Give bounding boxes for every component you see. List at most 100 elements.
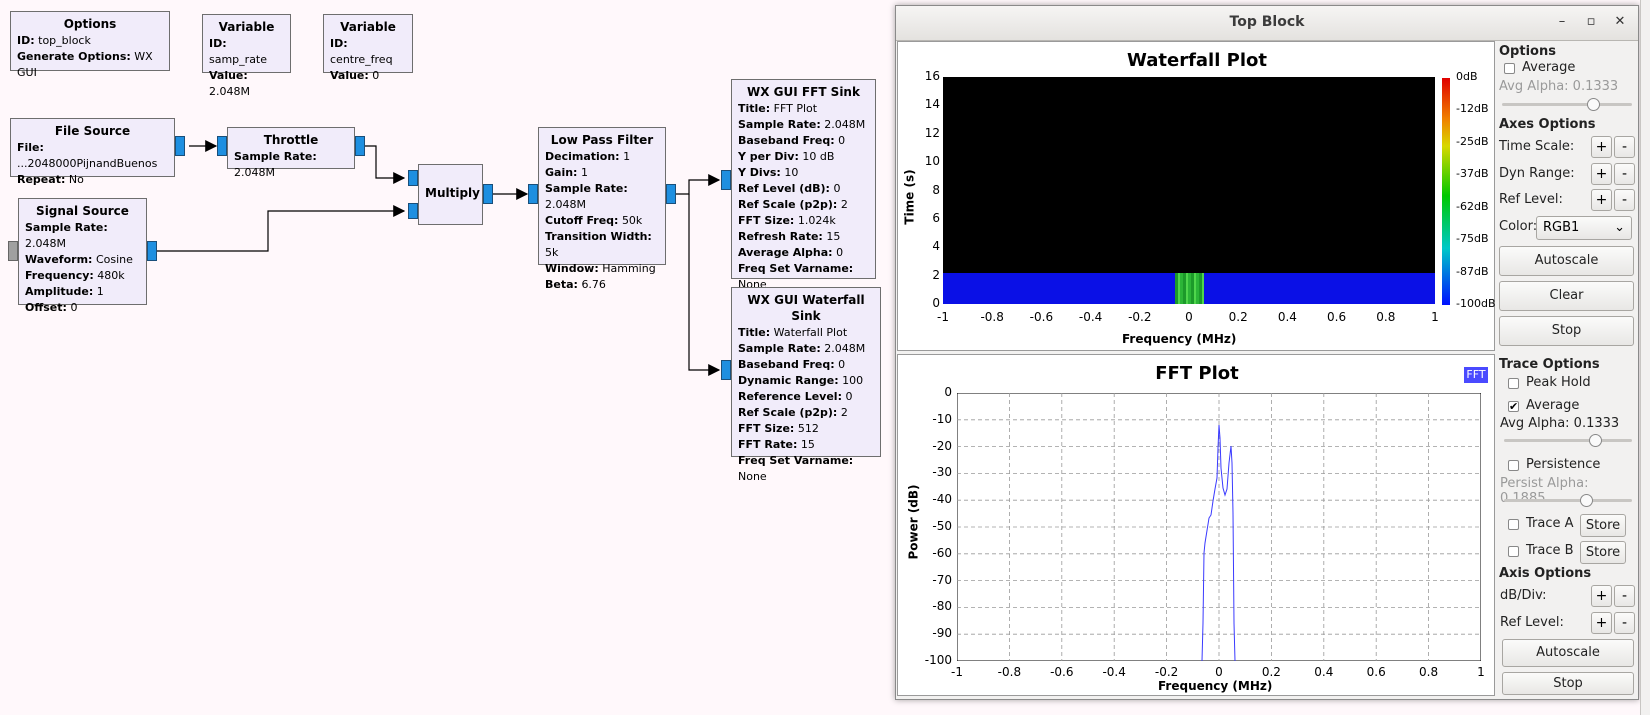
multiply-in1-port[interactable]: [408, 203, 418, 219]
lpf-out-port[interactable]: [666, 184, 676, 204]
trace-options-title: Trace Options: [1499, 357, 1600, 372]
variable-centre-freq-block[interactable]: Variable ID: centre_freq Value: 0: [323, 14, 413, 82]
multiply-in0-port[interactable]: [408, 170, 418, 186]
multiply-out-port[interactable]: [483, 184, 493, 204]
fft-avg-alpha-knob[interactable]: [1589, 434, 1602, 447]
param-label: FFT Rate:: [738, 438, 798, 451]
color-select[interactable]: RGB1 ⌄: [1536, 216, 1632, 240]
dyn-range-plus[interactable]: +: [1591, 163, 1612, 185]
param-label: Cutoff Freq:: [545, 214, 619, 227]
options-section-title: Options: [1499, 44, 1556, 59]
param-value: Cosine: [95, 253, 133, 266]
persist-alpha-slider[interactable]: [1504, 499, 1632, 502]
fft-ytick-label: -60: [932, 545, 952, 560]
trace-a-label: Trace A: [1526, 516, 1574, 531]
param-label: Title:: [738, 102, 771, 115]
top-block-window[interactable]: Top Block – ▫ ✕ Waterfall Plot Time (s) …: [895, 5, 1639, 700]
waterfall-avg-alpha-label: Avg Alpha: 0.1333: [1499, 79, 1619, 94]
file-source-block[interactable]: File Source File: ...2048000PijnandBueno…: [10, 118, 175, 186]
db-div-minus[interactable]: -: [1614, 585, 1635, 607]
trace-b-checkbox[interactable]: [1508, 546, 1519, 557]
throttle-out-port[interactable]: [355, 136, 365, 156]
fft-ref-level-label: Ref Level:: [1500, 615, 1564, 630]
trace-b-store-button[interactable]: Store: [1580, 541, 1626, 564]
dyn-range-minus[interactable]: -: [1614, 163, 1635, 185]
fft-xtick-label: -0.4: [1102, 665, 1126, 679]
waterfall-ytick-label: 8: [932, 182, 940, 197]
wx-gui-waterfall-sink-block[interactable]: WX GUI Waterfall Sink Title: Waterfall P…: [731, 287, 881, 483]
minimize-button[interactable]: –: [1558, 14, 1566, 29]
block-title: Low Pass Filter: [550, 133, 654, 147]
fft-autoscale-button[interactable]: Autoscale: [1502, 639, 1634, 667]
axes-options-title: Axes Options: [1499, 117, 1596, 132]
persistence-checkbox[interactable]: [1508, 460, 1519, 471]
fft-sink-in-port[interactable]: [721, 170, 731, 190]
window-titlebar[interactable]: Top Block – ▫ ✕: [896, 6, 1638, 41]
throttle-in-port[interactable]: [217, 136, 227, 156]
param-value: 6.76: [581, 278, 606, 291]
waterfall-ref-level-label: Ref Level:: [1499, 192, 1563, 207]
fft-avg-alpha-slider[interactable]: [1504, 439, 1632, 442]
fft-average-checkbox[interactable]: ✔: [1508, 401, 1519, 412]
fft-grid: [957, 393, 1481, 661]
fft-ref-level-plus[interactable]: +: [1591, 612, 1612, 634]
lpf-in-port[interactable]: [528, 184, 538, 204]
waterfall-avg-alpha-knob[interactable]: [1587, 98, 1600, 111]
block-title: File Source: [54, 124, 131, 138]
chevron-down-icon: ⌄: [1614, 220, 1625, 235]
param-value: 2: [840, 198, 848, 211]
waterfall-autoscale-button[interactable]: Autoscale: [1499, 246, 1634, 276]
waterfall-ytick-label: 0: [932, 296, 940, 310]
waterfall-ref-level-plus[interactable]: +: [1591, 189, 1612, 211]
low-pass-filter-block[interactable]: Low Pass Filter Decimation: 1 Gain: 1 Sa…: [538, 127, 666, 291]
trace-a-store-button[interactable]: Store: [1580, 514, 1626, 537]
time-scale-minus[interactable]: -: [1614, 136, 1635, 158]
fft-ytick-label: -10: [932, 411, 952, 426]
maximize-button[interactable]: ▫: [1586, 14, 1596, 29]
colorbar-label: -37dB: [1456, 167, 1489, 181]
signal-source-in-port[interactable]: [8, 241, 18, 261]
fft-plot-area[interactable]: [957, 393, 1481, 661]
waterfall-stop-button[interactable]: Stop: [1499, 316, 1634, 346]
trace-b-label: Trace B: [1526, 543, 1574, 558]
waterfall-clear-button[interactable]: Clear: [1499, 281, 1634, 311]
signal-source-out-port[interactable]: [147, 241, 157, 261]
multiply-block[interactable]: Multiply: [418, 164, 483, 225]
trace-a-checkbox[interactable]: [1508, 519, 1519, 530]
param-value: 0: [372, 69, 380, 82]
throttle-block[interactable]: Throttle Sample Rate: 2.048M: [227, 127, 355, 179]
waterfall-plot-area[interactable]: [943, 77, 1435, 304]
waterfall-ytick-label: 10: [924, 154, 940, 169]
fft-stop-button[interactable]: Stop: [1502, 672, 1634, 695]
waterfall-ytick-label: 16: [924, 69, 940, 83]
time-scale-plus[interactable]: +: [1591, 136, 1612, 158]
options-block[interactable]: Options ID: top_block Generate Options: …: [10, 11, 170, 79]
waterfall-avg-alpha-slider[interactable]: [1502, 103, 1632, 106]
param-label: ID:: [17, 34, 35, 47]
dyn-range-label: Dyn Range:: [1499, 166, 1575, 181]
waterfall-average-checkbox[interactable]: [1504, 63, 1515, 74]
persist-alpha-knob[interactable]: [1580, 494, 1593, 507]
fft-legend-label: FFT: [1466, 368, 1486, 381]
fft-xtick-label: 0.6: [1366, 665, 1386, 679]
waterfall-ref-level-minus[interactable]: -: [1614, 189, 1635, 211]
color-select-value: RGB1: [1543, 220, 1580, 235]
fft-ref-level-minus[interactable]: -: [1614, 612, 1635, 634]
variable-samp-rate-block[interactable]: Variable ID: samp_rate Value: 2.048M: [202, 14, 291, 98]
wx-gui-fft-sink-block[interactable]: WX GUI FFT Sink Title: FFT Plot Sample R…: [731, 79, 876, 291]
waterfall-xtick-label: 0.2: [1228, 310, 1248, 324]
colorbar-label: -12dB: [1456, 102, 1489, 116]
close-button[interactable]: ✕: [1614, 14, 1626, 29]
param-label: ID:: [330, 37, 348, 50]
background-window-edge: [1640, 0, 1650, 715]
param-value: 1: [623, 150, 631, 163]
waterfall-xtick-label: -1: [937, 310, 949, 324]
waterfall-xtick-label: 0: [1185, 310, 1193, 324]
waterfall-sink-in-port[interactable]: [721, 360, 731, 380]
db-div-plus[interactable]: +: [1591, 585, 1612, 607]
file-source-out-port[interactable]: [175, 136, 185, 156]
peak-hold-checkbox[interactable]: [1508, 378, 1519, 389]
signal-source-block[interactable]: Signal Source Sample Rate: 2.048M Wavefo…: [18, 198, 147, 314]
param-value: 2.048M: [545, 198, 586, 211]
